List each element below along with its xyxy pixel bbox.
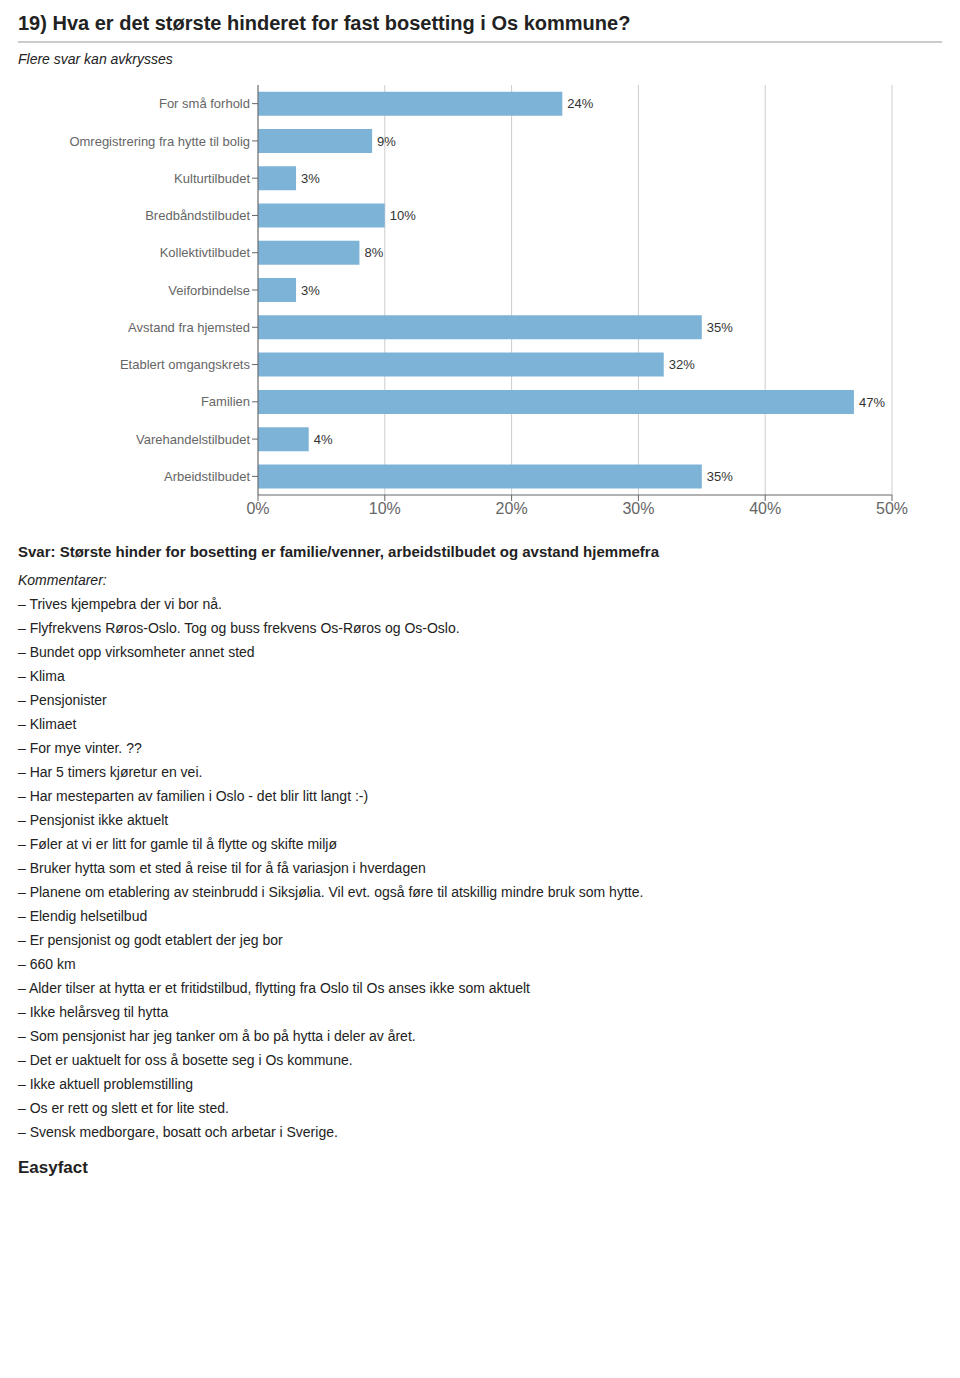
svg-text:50%: 50% xyxy=(876,500,908,517)
html-text:– Trives kjempebra der vi bor: – Trives kjempebra der vi bor nå. xyxy=(18,596,222,612)
html-text:– Pensjonist ikke aktuelt: – Pensjonist ikke aktuelt xyxy=(18,812,169,828)
html-text:– Bruker hytta som et sted å r: – Bruker hytta som et sted å reise til f… xyxy=(18,860,426,876)
html-text:– Det er uaktuelt for oss å bo: – Det er uaktuelt for oss å bosette seg … xyxy=(18,1052,353,1068)
svg-text:0%: 0% xyxy=(246,500,269,517)
svg-text:Kollektivtilbudet: Kollektivtilbudet xyxy=(160,245,251,260)
html-text:– Ikke helårsveg til hytta: – Ikke helårsveg til hytta xyxy=(18,1004,169,1020)
svg-text:9%: 9% xyxy=(377,134,396,149)
svg-text:24%: 24% xyxy=(567,96,593,111)
html-text:– Klimaet: – Klimaet xyxy=(18,716,77,732)
html-text:– Os er rett og slett et for l: – Os er rett og slett et for lite sted. xyxy=(18,1100,229,1116)
svg-text:Kulturtilbudet: Kulturtilbudet xyxy=(174,171,250,186)
svg-text:Avstand fra hjemsted: Avstand fra hjemsted xyxy=(128,320,250,335)
html-text:– Pensjonister: – Pensjonister xyxy=(18,692,107,708)
html-text:– Flyfrekvens Røros-Oslo. Tog: – Flyfrekvens Røros-Oslo. Tog og buss fr… xyxy=(18,620,460,636)
html-text:– Som pensjonist har jeg tanke: – Som pensjonist har jeg tanker om å bo … xyxy=(18,1028,416,1044)
svg-text:40%: 40% xyxy=(749,500,781,517)
html-text:– 660 km: – 660 km xyxy=(18,956,76,972)
svg-text:4%: 4% xyxy=(314,432,333,447)
svg-text:Veiforbindelse: Veiforbindelse xyxy=(168,283,250,298)
html-text:– Ikke aktuell problemstilling: – Ikke aktuell problemstilling xyxy=(18,1076,194,1092)
svg-text:Etablert omgangskrets: Etablert omgangskrets xyxy=(120,357,251,372)
svg-text:10%: 10% xyxy=(369,500,401,517)
html-text:– Er pensjonist og godt etable: – Er pensjonist og godt etablert der jeg… xyxy=(18,932,283,948)
html-text:Flere svar kan avkrysses: Flere svar kan avkrysses xyxy=(18,51,173,67)
html-text:– For mye vinter. ??: – For mye vinter. ?? xyxy=(18,740,142,756)
svg-text:8%: 8% xyxy=(364,245,383,260)
svg-text:Familien: Familien xyxy=(201,394,250,409)
html-text:Svar: Største hinder for boset: Svar: Største hinder for bosetting er fa… xyxy=(18,543,659,560)
svg-text:20%: 20% xyxy=(496,500,528,517)
html-text:– Elendig helsetilbud: – Elendig helsetilbud xyxy=(18,908,148,924)
svg-text:10%: 10% xyxy=(390,208,416,223)
svg-text:Varehandelstilbudet: Varehandelstilbudet xyxy=(136,432,250,447)
svg-text:35%: 35% xyxy=(707,469,733,484)
svg-text:32%: 32% xyxy=(669,357,695,372)
html-text:– Alder tilser at hytta er et: – Alder tilser at hytta er et fritidstil… xyxy=(18,980,530,996)
svg-text:47%: 47% xyxy=(859,395,885,410)
svg-text:3%: 3% xyxy=(301,283,320,298)
svg-text:3%: 3% xyxy=(301,171,320,186)
html-text:– Svensk medborgare, bosatt oc: – Svensk medborgare, bosatt och arbetar … xyxy=(18,1124,338,1140)
html-text:– Har mesteparten av familien: – Har mesteparten av familien i Oslo - d… xyxy=(18,788,369,804)
svg-text:For små forhold: For små forhold xyxy=(159,96,250,111)
html-text:19) Hva er det største hindere: 19) Hva er det største hinderet for fast… xyxy=(18,12,631,34)
html-text:– Føler at vi er litt for gaml: – Føler at vi er litt for gamle til å fl… xyxy=(18,836,337,852)
svg-text:35%: 35% xyxy=(707,320,733,335)
html-text:– Klima: – Klima xyxy=(18,668,65,684)
html-text:– Bundet opp virksomheter anne: – Bundet opp virksomheter annet sted xyxy=(18,644,255,660)
svg-text:Omregistrering fra hytte til b: Omregistrering fra hytte til bolig xyxy=(69,134,250,149)
html-text:Kommentarer:: Kommentarer: xyxy=(18,572,107,588)
html-text:– Har 5 timers kjøretur en vei: – Har 5 timers kjøretur en vei. xyxy=(18,764,203,780)
html-text:– Planene om etablering av ste: – Planene om etablering av steinbrudd i … xyxy=(18,884,644,900)
svg-text:Bredbåndstilbudet: Bredbåndstilbudet xyxy=(145,208,250,223)
html-text:Easyfact: Easyfact xyxy=(18,1158,88,1177)
svg-text:30%: 30% xyxy=(622,500,654,517)
svg-text:Arbeidstilbudet: Arbeidstilbudet xyxy=(164,469,250,484)
